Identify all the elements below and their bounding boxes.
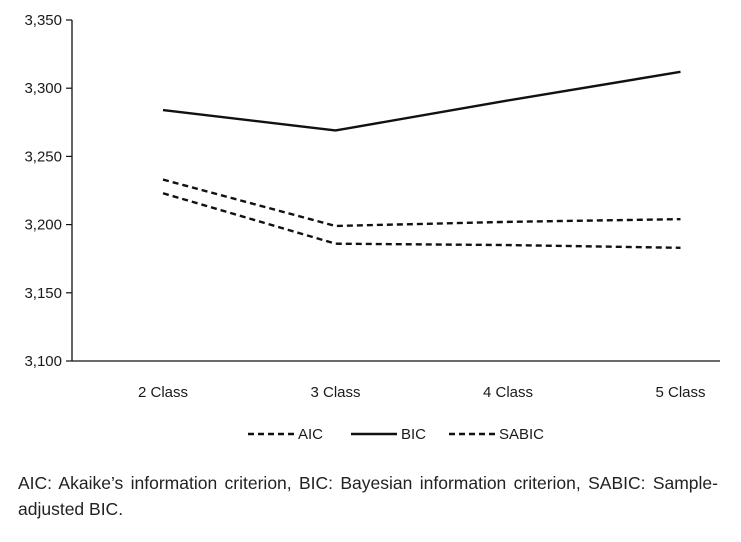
y-tick-label: 3,300 (24, 80, 62, 97)
series-line-bic (162, 70, 681, 132)
series-lines (162, 70, 681, 249)
y-tick-label: 3,150 (24, 285, 62, 302)
series-line-sabic (162, 178, 681, 228)
y-tick-label: 3,200 (24, 217, 62, 234)
x-tick-label: 5 Class (655, 384, 705, 401)
x-axis: 2 Class 3 Class 4 Class 5 Class (72, 360, 720, 401)
line-chart: 3,100 3,150 3,200 3,250 3,300 3,350 2 Class 3 … (24, 12, 720, 443)
x-tick-label: 3 Class (310, 384, 360, 401)
x-tick-label: 2 Class (138, 384, 188, 401)
legend-label-aic: AIC (298, 426, 323, 443)
x-ticks: 2 Class 3 Class 4 Class 5 Class (138, 384, 706, 401)
y-ticks: 3,100 3,150 3,200 3,250 3,300 3,350 (24, 12, 72, 370)
y-tick-label: 3,350 (24, 12, 62, 29)
figure-caption: AIC: Akaike’s information criterion, BIC… (18, 473, 718, 519)
y-tick-label: 3,250 (24, 148, 62, 165)
y-tick-label: 3,100 (24, 353, 62, 370)
legend-label-bic: BIC (401, 426, 426, 443)
y-axis: 3,100 3,150 3,200 3,250 3,300 3,350 (24, 12, 73, 370)
legend-label-sabic: SABIC (499, 426, 544, 443)
series-line-aic (162, 192, 681, 249)
legend: AIC BIC SABIC (248, 426, 544, 443)
x-tick-label: 4 Class (483, 384, 533, 401)
